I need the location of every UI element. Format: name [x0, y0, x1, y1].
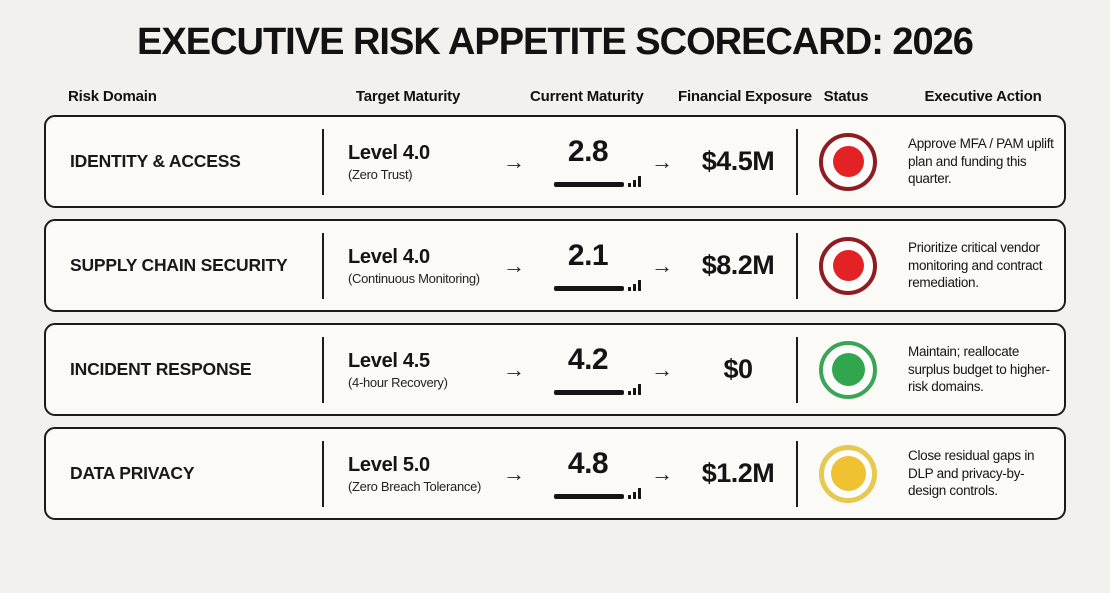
right-arrow-icon: →: [503, 148, 525, 174]
scorecard-row-identity-access: IDENTITY & ACCESS Level 4.0 (Zero Trust)…: [44, 115, 1066, 208]
score-underline: [553, 181, 624, 187]
right-arrow-icon: →: [503, 356, 525, 382]
scorecard-row-supply-chain: SUPPLY CHAIN SECURITY Level 4.0 (Continu…: [44, 219, 1066, 312]
target-maturity-note: (Zero Trust): [348, 166, 413, 182]
executive-action-text: Close residual gaps in DLP and privacy-b…: [908, 447, 1035, 499]
status-dot: [832, 250, 864, 281]
col-header-financial-exposure: Financial Exposure: [678, 88, 812, 105]
col-header-current-maturity: Current Maturity: [530, 88, 644, 105]
financial-exposure-value: $4.5M: [701, 146, 775, 176]
status-dot: [831, 353, 865, 386]
right-arrow-icon: →: [651, 252, 673, 278]
target-maturity-level: Level 4.0: [348, 141, 430, 164]
executive-action-text: Approve MFA / PAM uplift plan and fundin…: [908, 135, 1054, 187]
target-maturity-note: (Continuous Monitoring): [348, 270, 480, 286]
col-header-target-maturity: Target Maturity: [355, 88, 461, 105]
financial-exposure-value: $8.2M: [701, 250, 775, 280]
maturity-bars-icon: [627, 383, 641, 395]
target-maturity-level: Level 4.0: [348, 245, 430, 268]
column-divider: [796, 232, 798, 299]
maturity-bars-icon: [627, 279, 641, 291]
scorecard-row-data-privacy: DATA PRIVACY Level 5.0 (Zero Breach Tole…: [44, 427, 1066, 520]
financial-exposure-value: $1.2M: [701, 458, 775, 488]
score-underline: [553, 285, 624, 291]
col-header-status: Status: [823, 88, 869, 105]
risk-domain-label: IDENTITY & ACCESS: [70, 151, 241, 171]
column-divider: [322, 128, 324, 195]
current-maturity-value: 4.8: [567, 446, 609, 480]
score-underline: [553, 493, 624, 499]
right-arrow-icon: →: [503, 252, 525, 278]
column-divider: [796, 440, 798, 507]
column-divider: [796, 336, 798, 403]
risk-domain-label: SUPPLY CHAIN SECURITY: [70, 255, 288, 275]
target-maturity-level: Level 4.5: [348, 349, 430, 372]
page-title: EXECUTIVE RISK APPETITE SCORECARD: 2026: [137, 21, 974, 63]
right-arrow-icon: →: [503, 460, 525, 486]
risk-domain-label: DATA PRIVACY: [70, 463, 195, 483]
col-header-risk-domain: Risk Domain: [68, 88, 157, 105]
target-maturity-note: (4-hour Recovery): [348, 374, 448, 390]
status-indicator-icon: [819, 444, 877, 503]
column-divider: [796, 128, 798, 195]
scorecard-row-incident-response: INCIDENT RESPONSE Level 4.5 (4-hour Reco…: [44, 323, 1066, 416]
column-header-row: Risk Domain Target Maturity Current Matu…: [44, 88, 1066, 105]
status-dot: [832, 146, 864, 177]
target-maturity-note: (Zero Breach Tolerance): [348, 478, 482, 494]
col-header-executive-action: Executive Action: [924, 88, 1042, 105]
score-underline: [553, 389, 624, 395]
maturity-bars-icon: [627, 175, 641, 187]
executive-action-text: Maintain; reallocate surplus budget to h…: [908, 343, 1050, 395]
right-arrow-icon: →: [651, 356, 673, 382]
right-arrow-icon: →: [651, 460, 673, 486]
status-indicator-icon: [819, 340, 877, 399]
column-divider: [322, 232, 324, 299]
status-indicator-icon: [819, 236, 877, 295]
current-maturity-value: 2.1: [567, 238, 609, 272]
maturity-bars-icon: [627, 487, 641, 499]
current-maturity-value: 2.8: [567, 134, 609, 168]
target-maturity-level: Level 5.0: [348, 453, 430, 476]
executive-action-text: Prioritize critical vendor monitoring an…: [908, 239, 1043, 291]
financial-exposure-value: $0: [723, 354, 753, 384]
current-maturity-value: 4.2: [567, 342, 609, 376]
right-arrow-icon: →: [651, 148, 673, 174]
status-dot: [830, 456, 866, 491]
risk-domain-label: INCIDENT RESPONSE: [70, 359, 252, 379]
column-divider: [322, 336, 324, 403]
status-indicator-icon: [819, 132, 877, 191]
column-divider: [322, 440, 324, 507]
